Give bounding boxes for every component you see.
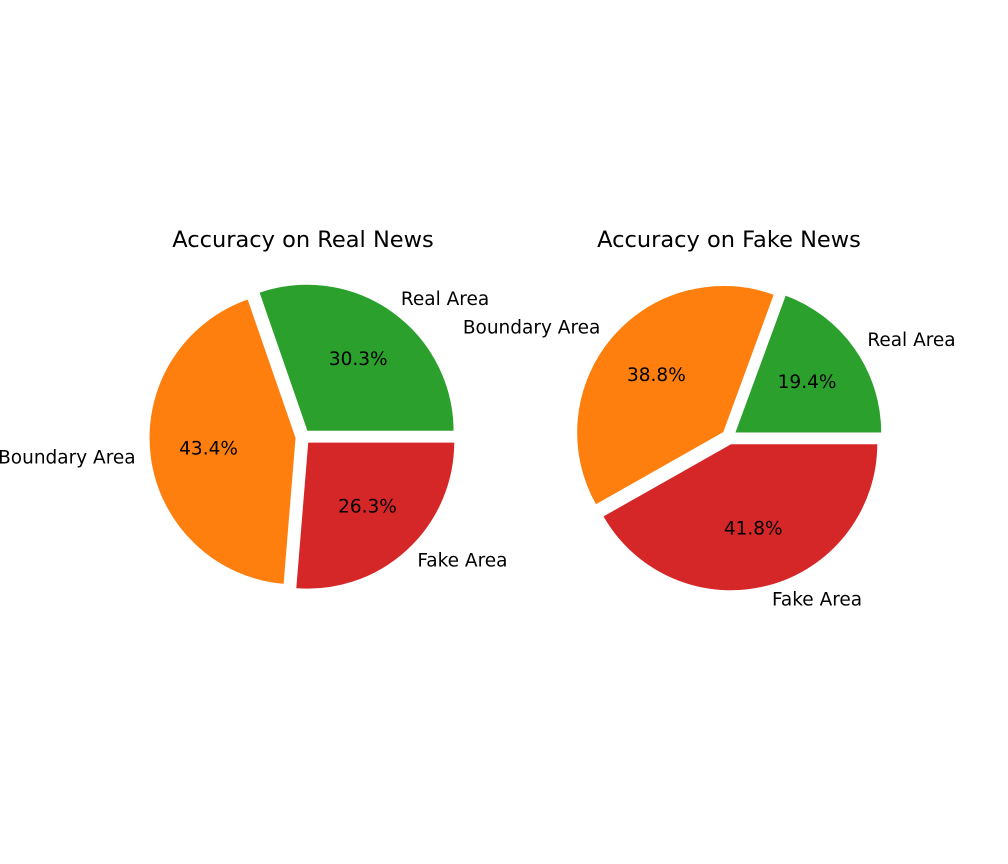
pie-slice-boundary-area bbox=[148, 298, 297, 585]
pie-slice-fake-area bbox=[295, 441, 456, 590]
pct-label-real-area: 19.4% bbox=[778, 372, 837, 393]
slice-label-real-area: Real Area bbox=[401, 289, 489, 310]
pct-label-boundary-area: 43.4% bbox=[179, 438, 238, 459]
slice-label-real-area: Real Area bbox=[867, 330, 955, 351]
slice-label-boundary-area: Boundary Area bbox=[0, 448, 136, 469]
pie-slice-real-area bbox=[734, 294, 883, 434]
pie-fake-news-slices: 19.4% Real Area 38.8% Boundary Area 41.8% Fak… bbox=[463, 284, 956, 611]
pct-label-fake-area: 26.3% bbox=[338, 497, 397, 518]
pct-label-boundary-area: 38.8% bbox=[627, 365, 686, 386]
slice-label-fake-area: Fake Area bbox=[417, 551, 507, 572]
slice-label-boundary-area: Boundary Area bbox=[463, 317, 601, 338]
pct-label-fake-area: 41.8% bbox=[724, 519, 783, 540]
pie-chart-fake-news: Accuracy on Fake News 19.4% Real Area 38.8… bbox=[463, 227, 956, 611]
pie-chart-real-news: Accuracy on Real News 30.3% Real Area 43.4… bbox=[0, 227, 507, 590]
pie-real-news-slices: 30.3% Real Area 43.4% Boundary Area 26.3% Fak… bbox=[0, 283, 507, 590]
chart-title-real-news: Accuracy on Real News bbox=[172, 227, 434, 253]
pie-slice-fake-area bbox=[602, 443, 879, 592]
pie-slice-boundary-area bbox=[576, 284, 775, 506]
chart-title-fake-news: Accuracy on Fake News bbox=[597, 227, 861, 253]
pct-label-real-area: 30.3% bbox=[329, 349, 388, 370]
slice-label-fake-area: Fake Area bbox=[772, 590, 862, 611]
pie-slice-real-area bbox=[258, 283, 455, 432]
